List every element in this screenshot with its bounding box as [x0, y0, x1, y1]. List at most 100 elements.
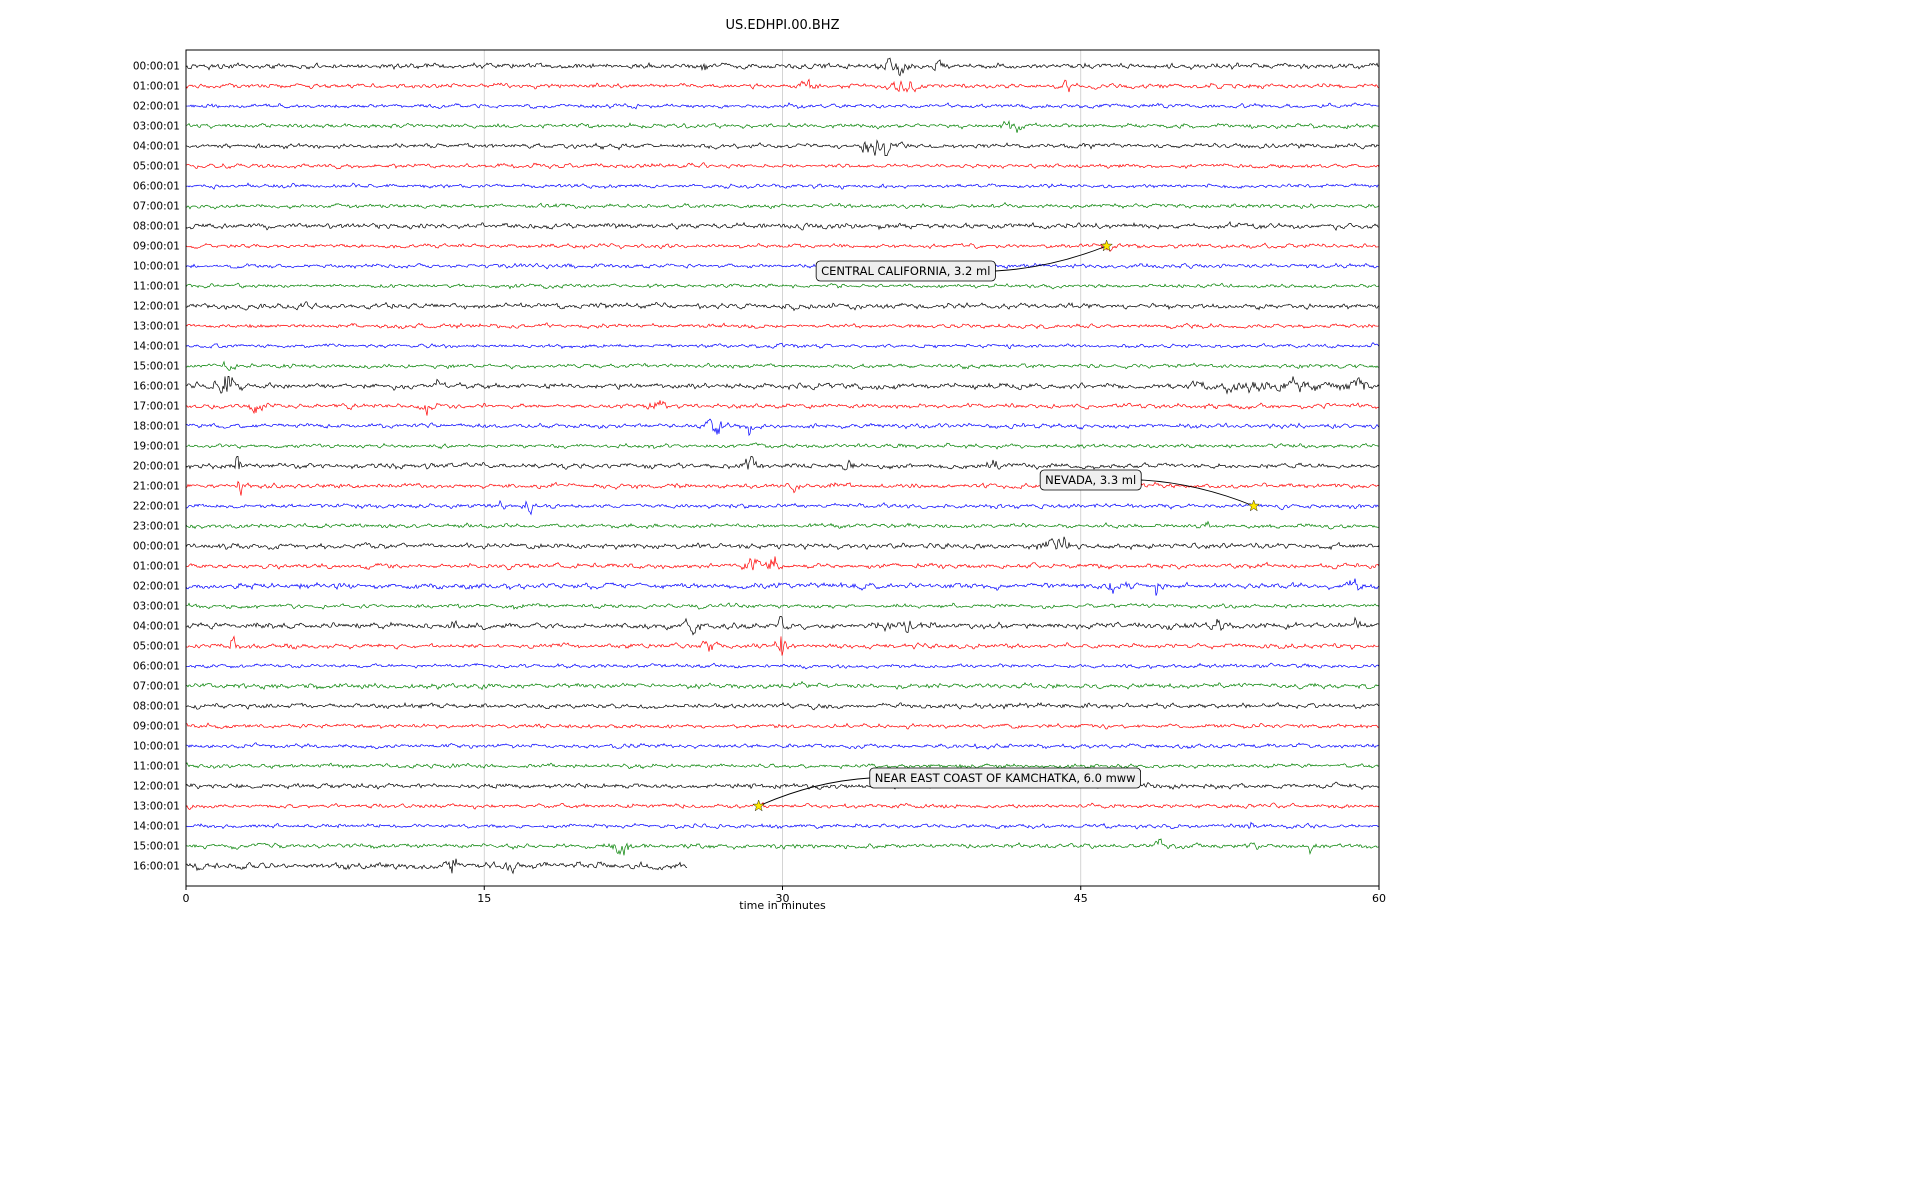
- trace-row-37: [185, 802, 1380, 810]
- event-star-icon: [752, 799, 765, 812]
- row-time-label: 12:00:01: [133, 781, 180, 793]
- row-time-label: 19:00:01: [133, 441, 180, 453]
- event-annotation-label: NEVADA, 3.3 ml: [1045, 473, 1136, 487]
- trace-row-30: [185, 662, 1380, 670]
- row-time-label: 11:00:01: [133, 761, 180, 773]
- event-star-icon: [1100, 239, 1113, 252]
- trace-row-4: [185, 139, 1380, 156]
- trace-row-21: [185, 480, 1380, 496]
- trace-row-39: [185, 838, 1380, 856]
- row-time-label: 18:00:01: [133, 421, 180, 433]
- event-annotation-label: NEAR EAST COAST OF KAMCHATKA, 6.0 mww: [875, 771, 1136, 785]
- event-annotation-label: CENTRAL CALIFORNIA, 3.2 ml: [821, 264, 990, 278]
- row-time-label: 13:00:01: [133, 801, 180, 813]
- row-time-label: 05:00:01: [133, 161, 180, 173]
- row-time-label: 16:00:01: [133, 381, 180, 393]
- trace-row-1: [185, 78, 1380, 93]
- row-time-label: 23:00:01: [133, 521, 180, 533]
- trace-row-19: [185, 442, 1380, 450]
- trace-row-15: [185, 360, 1380, 371]
- annotation-box: [815, 260, 996, 282]
- annotation-leader-line: [1141, 479, 1254, 507]
- row-time-label: 03:00:01: [133, 601, 180, 613]
- row-time-label: 00:00:01: [133, 541, 180, 553]
- row-time-label: 17:00:01: [133, 401, 180, 413]
- trace-row-31: [185, 680, 1380, 691]
- trace-row-5: [185, 162, 1380, 170]
- event-star-icon: [1247, 499, 1261, 512]
- row-time-label: 02:00:01: [133, 101, 180, 113]
- x-tick-label: 15: [477, 892, 491, 905]
- row-time-label: 04:00:01: [133, 141, 180, 153]
- row-time-label: 06:00:01: [133, 661, 180, 673]
- row-time-label: 12:00:01: [133, 301, 180, 313]
- trace-row-28: [185, 616, 1380, 636]
- event-annotation: NEAR EAST COAST OF KAMCHATKA, 6.0 mww: [752, 767, 1142, 812]
- trace-row-2: [185, 102, 1380, 110]
- row-time-label: 16:00:01: [133, 861, 180, 873]
- row-time-label: 02:00:01: [133, 581, 180, 593]
- event-annotation: NEVADA, 3.3 ml: [1039, 469, 1261, 512]
- trace-row-35: [185, 762, 1380, 770]
- trace-row-7: [185, 201, 1380, 210]
- trace-row-40: [185, 858, 688, 875]
- annotation-leader-line: [995, 245, 1107, 272]
- row-time-label: 15:00:01: [133, 361, 180, 373]
- page-title: US.EDHPI.00.BHZ: [725, 18, 840, 33]
- trace-row-12: [185, 301, 1380, 312]
- trace-row-14: [185, 342, 1380, 350]
- x-tick-label: 0: [183, 892, 190, 905]
- trace-row-24: [185, 536, 1380, 551]
- trace-row-11: [185, 282, 1380, 290]
- trace-row-13: [185, 322, 1380, 330]
- trace-row-17: [185, 400, 1380, 416]
- row-time-label: 08:00:01: [133, 221, 180, 233]
- row-time-label: 22:00:01: [133, 501, 180, 513]
- x-tick-label: 60: [1372, 892, 1386, 905]
- trace-row-22: [185, 499, 1380, 516]
- trace-row-9: [185, 242, 1380, 252]
- trace-row-23: [185, 520, 1380, 530]
- trace-row-6: [185, 182, 1380, 190]
- row-time-label: 03:00:01: [133, 121, 180, 133]
- row-time-label: 15:00:01: [133, 841, 180, 853]
- trace-row-8: [185, 221, 1380, 231]
- row-time-label: 14:00:01: [133, 821, 180, 833]
- row-time-label: 04:00:01: [133, 621, 180, 633]
- row-time-label: 07:00:01: [133, 201, 180, 213]
- event-annotation: CENTRAL CALIFORNIA, 3.2 ml: [815, 239, 1113, 282]
- x-tick-label: 30: [776, 892, 790, 905]
- row-time-label: 20:00:01: [133, 461, 180, 473]
- row-time-label: 10:00:01: [133, 261, 180, 273]
- trace-row-36: [185, 781, 1380, 791]
- trace-row-32: [185, 702, 1380, 711]
- annotation-leader-line: [758, 777, 870, 807]
- trace-row-25: [185, 556, 1380, 571]
- trace-row-27: [185, 602, 1380, 610]
- row-time-label: 06:00:01: [133, 181, 180, 193]
- row-time-label: 21:00:01: [133, 481, 180, 493]
- row-time-label: 10:00:01: [133, 741, 180, 753]
- trace-row-3: [185, 119, 1380, 133]
- row-time-label: 01:00:01: [133, 561, 180, 573]
- row-time-label: 09:00:01: [133, 241, 180, 253]
- row-time-label: 00:00:01: [133, 61, 180, 73]
- trace-row-10: [185, 262, 1380, 270]
- trace-row-29: [185, 635, 1380, 656]
- trace-row-26: [185, 578, 1380, 596]
- x-tick-label: 45: [1074, 892, 1088, 905]
- trace-row-16: [185, 376, 1380, 395]
- x-axis-label: time in minutes: [739, 899, 826, 912]
- row-time-label: 07:00:01: [133, 681, 180, 693]
- annotation-box: [1039, 469, 1142, 491]
- row-time-label: 08:00:01: [133, 701, 180, 713]
- trace-row-18: [185, 418, 1380, 437]
- row-time-label: 13:00:01: [133, 321, 180, 333]
- trace-row-34: [185, 742, 1380, 750]
- row-time-label: 01:00:01: [133, 81, 180, 93]
- row-time-label: 05:00:01: [133, 641, 180, 653]
- trace-row-38: [185, 821, 1380, 830]
- row-time-label: 11:00:01: [133, 281, 180, 293]
- row-time-label: 14:00:01: [133, 341, 180, 353]
